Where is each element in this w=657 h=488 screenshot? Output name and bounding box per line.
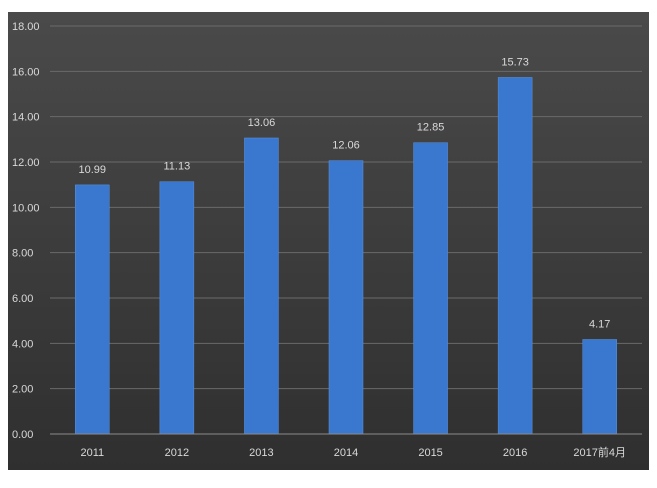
y-tick-label: 2.00 xyxy=(12,384,33,396)
x-tick-label: 2014 xyxy=(334,447,358,459)
data-labels: 10.99 11.13 13.06 12.06 12.85 15.73 4.17 xyxy=(79,56,611,330)
bar-2017前4月 xyxy=(582,339,617,435)
data-label: 10.99 xyxy=(79,164,107,176)
bar-2013 xyxy=(244,137,279,435)
data-label: 11.13 xyxy=(163,161,190,173)
plot-background xyxy=(8,12,649,470)
x-tick-label: 2011 xyxy=(80,447,104,459)
y-tick-label: 6.00 xyxy=(12,293,33,305)
y-axis-tick-labels: 0.00 2.00 4.00 6.00 8.00 10.00 12.00 14.00 16.00… xyxy=(12,21,40,441)
x-axis-tick-labels: 2011 2012 2013 2014 2015 2016 2017前4月 xyxy=(80,445,626,459)
y-tick-label: 16.00 xyxy=(12,66,40,78)
x-tick-label: 2016 xyxy=(503,447,527,459)
y-tick-label: 8.00 xyxy=(12,248,33,260)
bar-2014 xyxy=(328,160,364,435)
y-tick-label: 18.00 xyxy=(12,21,40,33)
x-tick-label: 2012 xyxy=(165,447,189,459)
bars xyxy=(75,77,617,435)
bar-2012 xyxy=(159,181,195,435)
y-tick-label: 14.00 xyxy=(12,112,40,124)
x-tick-label: 2013 xyxy=(249,447,273,459)
data-label: 12.85 xyxy=(417,122,445,134)
bar-2011 xyxy=(75,184,110,435)
x-tick-label: 2017前4月 xyxy=(573,445,626,459)
data-label: 15.73 xyxy=(501,56,529,68)
y-tick-label: 12.00 xyxy=(12,157,40,169)
data-label: 4.17 xyxy=(589,318,610,330)
data-label: 12.06 xyxy=(332,140,360,152)
x-tick-label: 2015 xyxy=(418,447,442,459)
y-tick-label: 10.00 xyxy=(12,202,40,214)
data-label: 13.06 xyxy=(248,117,276,129)
bar-2015 xyxy=(413,142,448,435)
bar-2016 xyxy=(497,77,533,435)
y-tick-label: 0.00 xyxy=(12,429,33,441)
y-tick-label: 4.00 xyxy=(12,338,33,350)
